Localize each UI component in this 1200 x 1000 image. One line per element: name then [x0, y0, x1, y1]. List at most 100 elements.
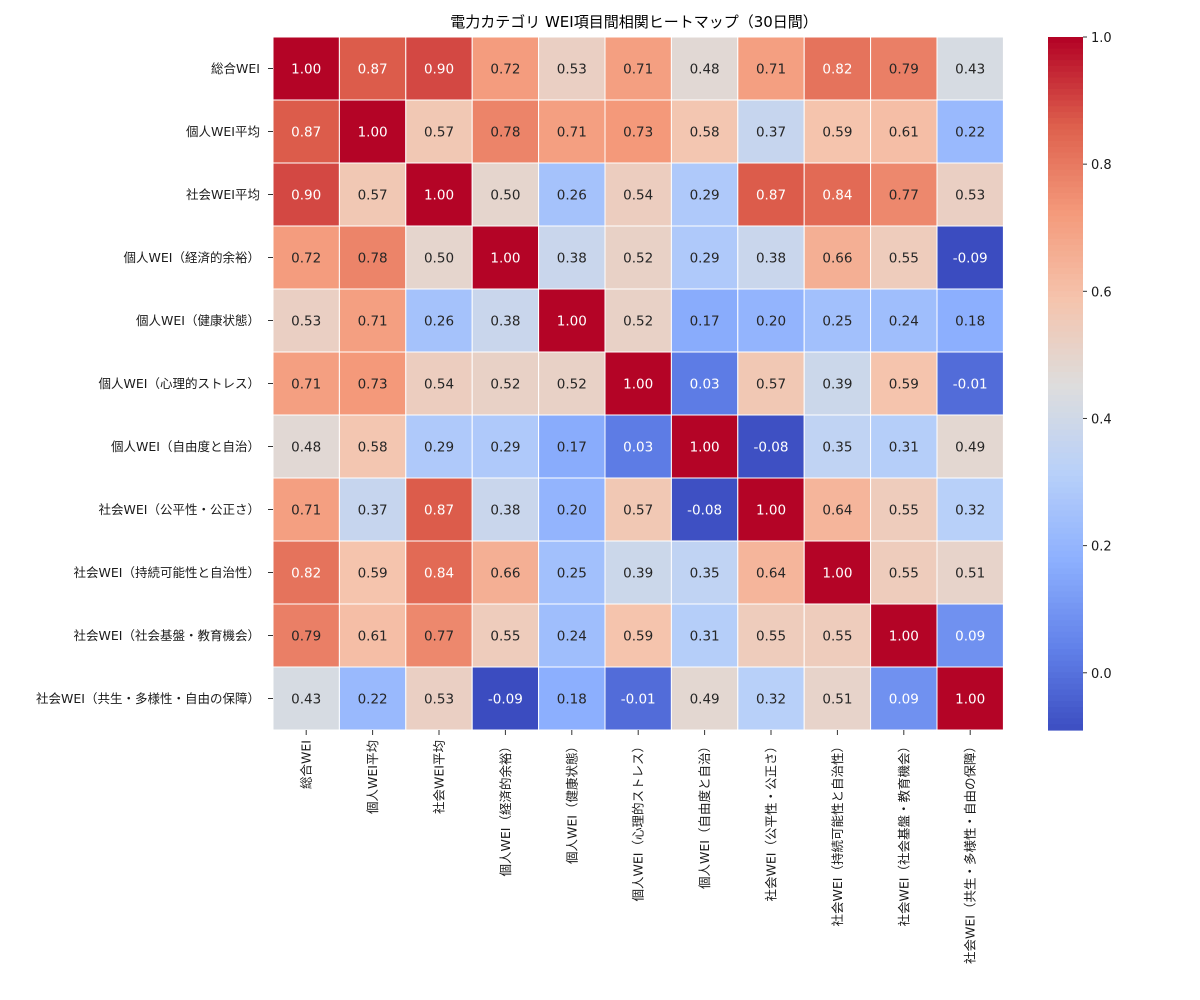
heatmap-value-r10-c1: 0.22	[358, 692, 388, 708]
column-label-8: 社会WEI（持続可能性と自治性）	[830, 740, 845, 926]
heatmap-cell-r7-c10	[936, 477, 1004, 542]
colorbar-segment	[1048, 406, 1083, 413]
heatmap-value-r5-c1: 0.73	[358, 377, 388, 393]
column-label-6: 個人WEI（自由度と自治）	[697, 740, 712, 889]
colorbar-segment	[1048, 60, 1083, 67]
heatmap-cell-r8-c3	[471, 540, 540, 605]
colorbar-segment	[1048, 54, 1083, 61]
colorbar-tick-label-2: 0.4	[1091, 412, 1112, 427]
heatmap-cell-r9-c3	[471, 603, 540, 668]
heatmap-cell-r2-c0	[272, 162, 340, 227]
heatmap-value-r7-c4: 0.20	[557, 503, 587, 519]
heatmap-cell-r4-c3	[471, 288, 540, 353]
heatmap-value-r0-c4: 0.53	[557, 62, 587, 78]
heatmap-value-r8-c8: 1.00	[822, 566, 852, 582]
colorbar-segment	[1048, 371, 1083, 379]
colorbar-segment	[1048, 256, 1083, 263]
colorbar-tick-label-5: 1.0	[1091, 31, 1112, 46]
colorbar-segment	[1048, 683, 1083, 691]
heatmap-cell-r0-c2	[405, 36, 473, 101]
colorbar-segment	[1048, 291, 1083, 298]
heatmap-cell-r3-c3	[471, 225, 540, 290]
colorbar-segment	[1048, 660, 1083, 668]
heatmap-cell-r4-c1	[338, 288, 407, 353]
heatmap-value-r5-c9: 0.59	[889, 377, 919, 393]
colorbar-segment	[1048, 701, 1083, 708]
heatmap-cell-r9-c0	[272, 603, 340, 668]
colorbar-segment	[1048, 244, 1083, 252]
heatmap-value-r10-c2: 0.53	[424, 692, 454, 708]
heatmap-cell-r6-c5	[604, 414, 672, 479]
heatmap-cell-r3-c9	[870, 225, 938, 290]
heatmap-value-r4-c4: 1.00	[557, 314, 587, 330]
row-label-2: 社会WEI平均	[186, 187, 260, 202]
colorbar-segment	[1048, 181, 1083, 188]
heatmap-cell-r6-c8	[803, 414, 872, 479]
heatmap-cell-r4-c8	[803, 288, 872, 353]
colorbar-segment	[1048, 666, 1083, 673]
colorbar-segment	[1048, 574, 1083, 581]
heatmap-value-r6-c0: 0.48	[291, 440, 321, 456]
heatmap-cell-r8-c6	[670, 540, 739, 605]
heatmap-value-r10-c0: 0.43	[291, 692, 321, 708]
heatmap-cell-r2-c10	[936, 162, 1004, 227]
heatmap-cell-r8-c7	[737, 540, 805, 605]
heatmap-value-r9-c1: 0.61	[358, 629, 388, 645]
heatmap-value-r3-c0: 0.72	[291, 251, 321, 267]
colorbar-segment	[1048, 412, 1083, 419]
heatmap-value-r7-c1: 0.37	[358, 503, 388, 519]
heatmap-value-r0-c9: 0.79	[889, 62, 919, 78]
heatmap-value-r6-c4: 0.17	[557, 440, 587, 456]
heatmap-value-r2-c4: 0.26	[557, 188, 587, 204]
heatmap-cell-r4-c4	[538, 288, 606, 353]
column-label-3: 個人WEI（経済的余裕）	[498, 740, 513, 876]
column-label-0: 総合WEI	[299, 740, 314, 789]
heatmap-cell-r8-c2	[405, 540, 473, 605]
colorbar-segment	[1048, 649, 1083, 656]
heatmap-value-r1-c0: 0.87	[291, 125, 321, 141]
heatmap-cell-r5-c0	[272, 351, 340, 416]
row-label-10: 社会WEI（共生・多様性・自由の保障）	[36, 691, 260, 706]
colorbar-segment	[1048, 418, 1083, 425]
colorbar: 0.0 0.2 0.4 0.6 0.8 1.0	[1048, 31, 1112, 731]
heatmap-value-r2-c3: 0.50	[490, 188, 520, 204]
heatmap-cell-r9-c5	[604, 603, 672, 668]
colorbar-segment	[1048, 631, 1083, 639]
colorbar-segment	[1048, 187, 1083, 194]
colorbar-segment	[1048, 464, 1083, 471]
heatmap-value-r8-c4: 0.25	[557, 566, 587, 582]
heatmap-value-r6-c8: 0.35	[822, 440, 852, 456]
heatmap-cell-r7-c4	[538, 477, 606, 542]
colorbar-segment	[1048, 724, 1083, 731]
heatmap-cell-r7-c7	[737, 477, 805, 542]
colorbar-tick-label-3: 0.6	[1091, 285, 1112, 300]
heatmap-value-r4-c2: 0.26	[424, 314, 454, 330]
heatmap-value-r3-c1: 0.78	[358, 251, 388, 267]
heatmap-cell-r10-c9	[870, 666, 938, 731]
heatmap-cell-r10-c5	[604, 666, 672, 731]
heatmap-cell-r4-c2	[405, 288, 473, 353]
heatmap-cell-r2-c2	[405, 162, 473, 227]
colorbar-segment	[1048, 268, 1083, 275]
colorbar-segment	[1048, 545, 1083, 552]
heatmap-value-r6-c6: 1.00	[690, 440, 720, 456]
heatmap-cell-r10-c2	[405, 666, 473, 731]
heatmap-value-r8-c0: 0.82	[291, 566, 321, 582]
heatmap-value-r8-c3: 0.66	[490, 566, 520, 582]
heatmap-value-r10-c3: -0.09	[488, 692, 523, 708]
heatmap-value-r8-c6: 0.35	[690, 566, 720, 582]
heatmap-value-r10-c5: -0.01	[621, 692, 656, 708]
heatmap-value-r3-c5: 0.52	[623, 251, 653, 267]
heatmap-cell-r10-c4	[538, 666, 606, 731]
colorbar-segment	[1048, 499, 1083, 506]
heatmap-cell-r2-c5	[604, 162, 672, 227]
heatmap-value-r9-c4: 0.24	[557, 629, 587, 645]
heatmap-value-r3-c7: 0.38	[756, 251, 786, 267]
colorbar-segment	[1048, 447, 1083, 454]
heatmap-value-r8-c1: 0.59	[358, 566, 388, 582]
heatmap-value-r6-c10: 0.49	[955, 440, 985, 456]
colorbar-segment	[1048, 395, 1083, 402]
heatmap-value-r5-c5: 1.00	[623, 377, 653, 393]
colorbar-segment	[1048, 608, 1083, 616]
colorbar-segment	[1048, 216, 1083, 223]
